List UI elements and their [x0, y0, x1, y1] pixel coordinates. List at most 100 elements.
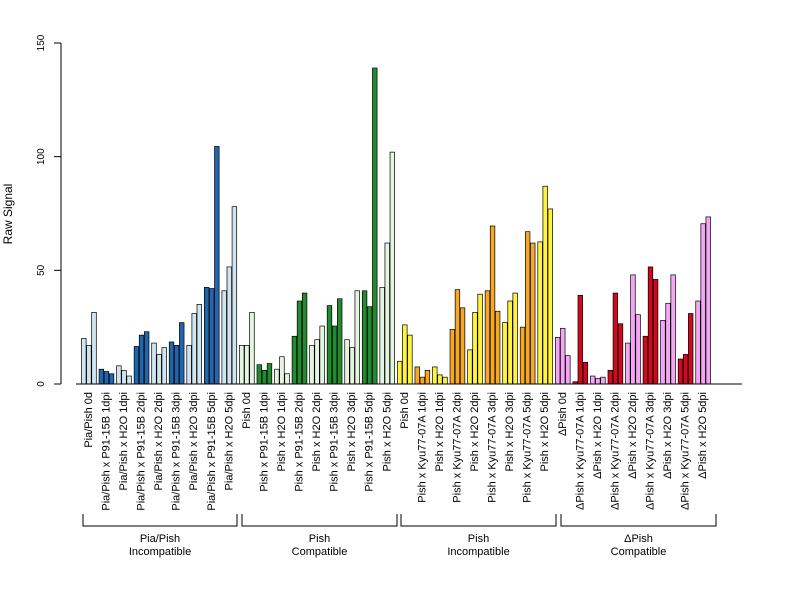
- bar: [635, 314, 641, 385]
- bar: [477, 293, 483, 385]
- bar: [231, 206, 238, 385]
- bar: [274, 368, 280, 385]
- bar: [266, 363, 273, 385]
- x-tick-label: Pia/Pish x P91-15B 5dpi: [206, 392, 218, 511]
- group-label-line1: Pish: [309, 533, 330, 545]
- x-tick-label: Pia/Pish x P91-15B 2dpi: [136, 392, 148, 511]
- bar: [309, 345, 315, 385]
- bar: [437, 374, 443, 385]
- bar: [319, 325, 325, 385]
- group-brackets: Pia/PishIncompatiblePishCompatiblePishIn…: [82, 514, 717, 558]
- bar: [660, 319, 666, 385]
- bar: [331, 325, 338, 385]
- x-tick-label: ΔPish x H2O 1dpi: [592, 392, 604, 479]
- x-tick-label: Pish x H2O 3dpi: [504, 392, 516, 471]
- bar: [652, 279, 659, 385]
- bar: [138, 334, 145, 385]
- group-label-line2: Compatible: [292, 546, 348, 558]
- bar: [86, 345, 92, 385]
- bar: [239, 345, 245, 385]
- bar: [397, 360, 403, 385]
- x-tick-label: Pish x P91-15B 1dpi: [258, 392, 270, 492]
- bar: [81, 338, 87, 385]
- bar: [524, 231, 531, 385]
- bar: [530, 242, 536, 385]
- x-tick-label: Pish x H2O 1dpi: [276, 392, 288, 471]
- bar: [607, 370, 613, 385]
- bar: [519, 326, 526, 385]
- bar: [179, 322, 185, 385]
- x-tick-label: ΔPish x H2O 3dpi: [662, 392, 674, 479]
- bar: [196, 304, 202, 385]
- bar: [284, 373, 290, 385]
- x-tick-label: Pish x P91-15B 5dpi: [364, 392, 376, 492]
- bar: [489, 225, 496, 385]
- bars: [81, 67, 711, 385]
- bar: [630, 274, 636, 385]
- x-tick-label: Pia/Pish x H2O 3dpi: [188, 392, 200, 490]
- group-bracket: [82, 514, 238, 527]
- bar: [682, 354, 689, 385]
- bar: [407, 334, 413, 385]
- bar: [144, 331, 150, 385]
- x-tick-label: Pia/Pish x H2O 1dpi: [118, 392, 130, 490]
- x-tick-label: Pia/Pish x H2O 2dpi: [153, 392, 165, 490]
- x-tick-label: Pish 0d: [399, 392, 411, 429]
- bar: [121, 370, 127, 385]
- bar: [133, 346, 140, 385]
- bar: [442, 376, 448, 385]
- bar: [590, 375, 596, 385]
- bar: [617, 323, 624, 385]
- y-axis: 0 50 100 150: [36, 34, 62, 387]
- bar: [647, 266, 654, 385]
- bar: [414, 366, 420, 385]
- bar: [595, 377, 601, 385]
- bar: [256, 364, 262, 385]
- bar: [326, 305, 333, 385]
- bar: [354, 290, 360, 385]
- group-bracket: [241, 514, 398, 527]
- bar: [209, 288, 215, 385]
- bar: [554, 337, 561, 385]
- x-tick-label: Pish x H2O 1dpi: [434, 392, 446, 471]
- group-bracket: [400, 514, 557, 527]
- bar: [116, 365, 122, 385]
- bar: [226, 266, 232, 385]
- bar: [349, 347, 355, 385]
- bar: [161, 347, 167, 385]
- x-tick-label: Pish x H2O 2dpi: [311, 392, 323, 471]
- bar: [174, 345, 180, 385]
- bar: [537, 241, 543, 385]
- y-tick-label: 150: [36, 34, 47, 51]
- x-tick-label: Pish x Kyu77-07A 2dpi: [451, 392, 463, 503]
- bar: [467, 349, 473, 385]
- x-tick-label: ΔPish x Kyu77-07A 2dpi: [609, 392, 621, 510]
- x-tick-label: Pia/Pish 0d: [83, 392, 95, 448]
- bar: [291, 335, 298, 385]
- x-tick-label: ΔPish x Kyu77-07A 1dpi: [574, 392, 586, 510]
- bar: [389, 151, 395, 385]
- x-tick-label: Pish x H2O 5dpi: [539, 392, 551, 471]
- group-label-line2: Incompatible: [129, 546, 191, 558]
- bar: [186, 345, 192, 385]
- bar: [705, 216, 711, 385]
- bar: [221, 290, 227, 385]
- bar: [642, 335, 649, 385]
- x-tick-label: ΔPish x Kyu77-07A 5dpi: [680, 392, 692, 510]
- x-tick-label: ΔPish 0d: [557, 392, 569, 436]
- bar: [103, 371, 110, 385]
- x-tick-label: Pish x Kyu77-07A 1dpi: [416, 392, 428, 503]
- bar: [565, 355, 571, 385]
- bar: [432, 366, 438, 385]
- bar: [695, 300, 701, 385]
- bar: [625, 342, 631, 385]
- bar: [560, 327, 566, 385]
- y-tick-label: 0: [36, 381, 47, 387]
- x-tick-label: Pish x P91-15B 3dpi: [329, 392, 341, 492]
- group-label-line2: Incompatible: [447, 546, 509, 558]
- bar: [495, 310, 501, 385]
- bar: [191, 313, 197, 385]
- bar: [472, 312, 478, 385]
- bar: [156, 354, 162, 385]
- x-tick-label: ΔPish x H2O 5dpi: [697, 392, 709, 479]
